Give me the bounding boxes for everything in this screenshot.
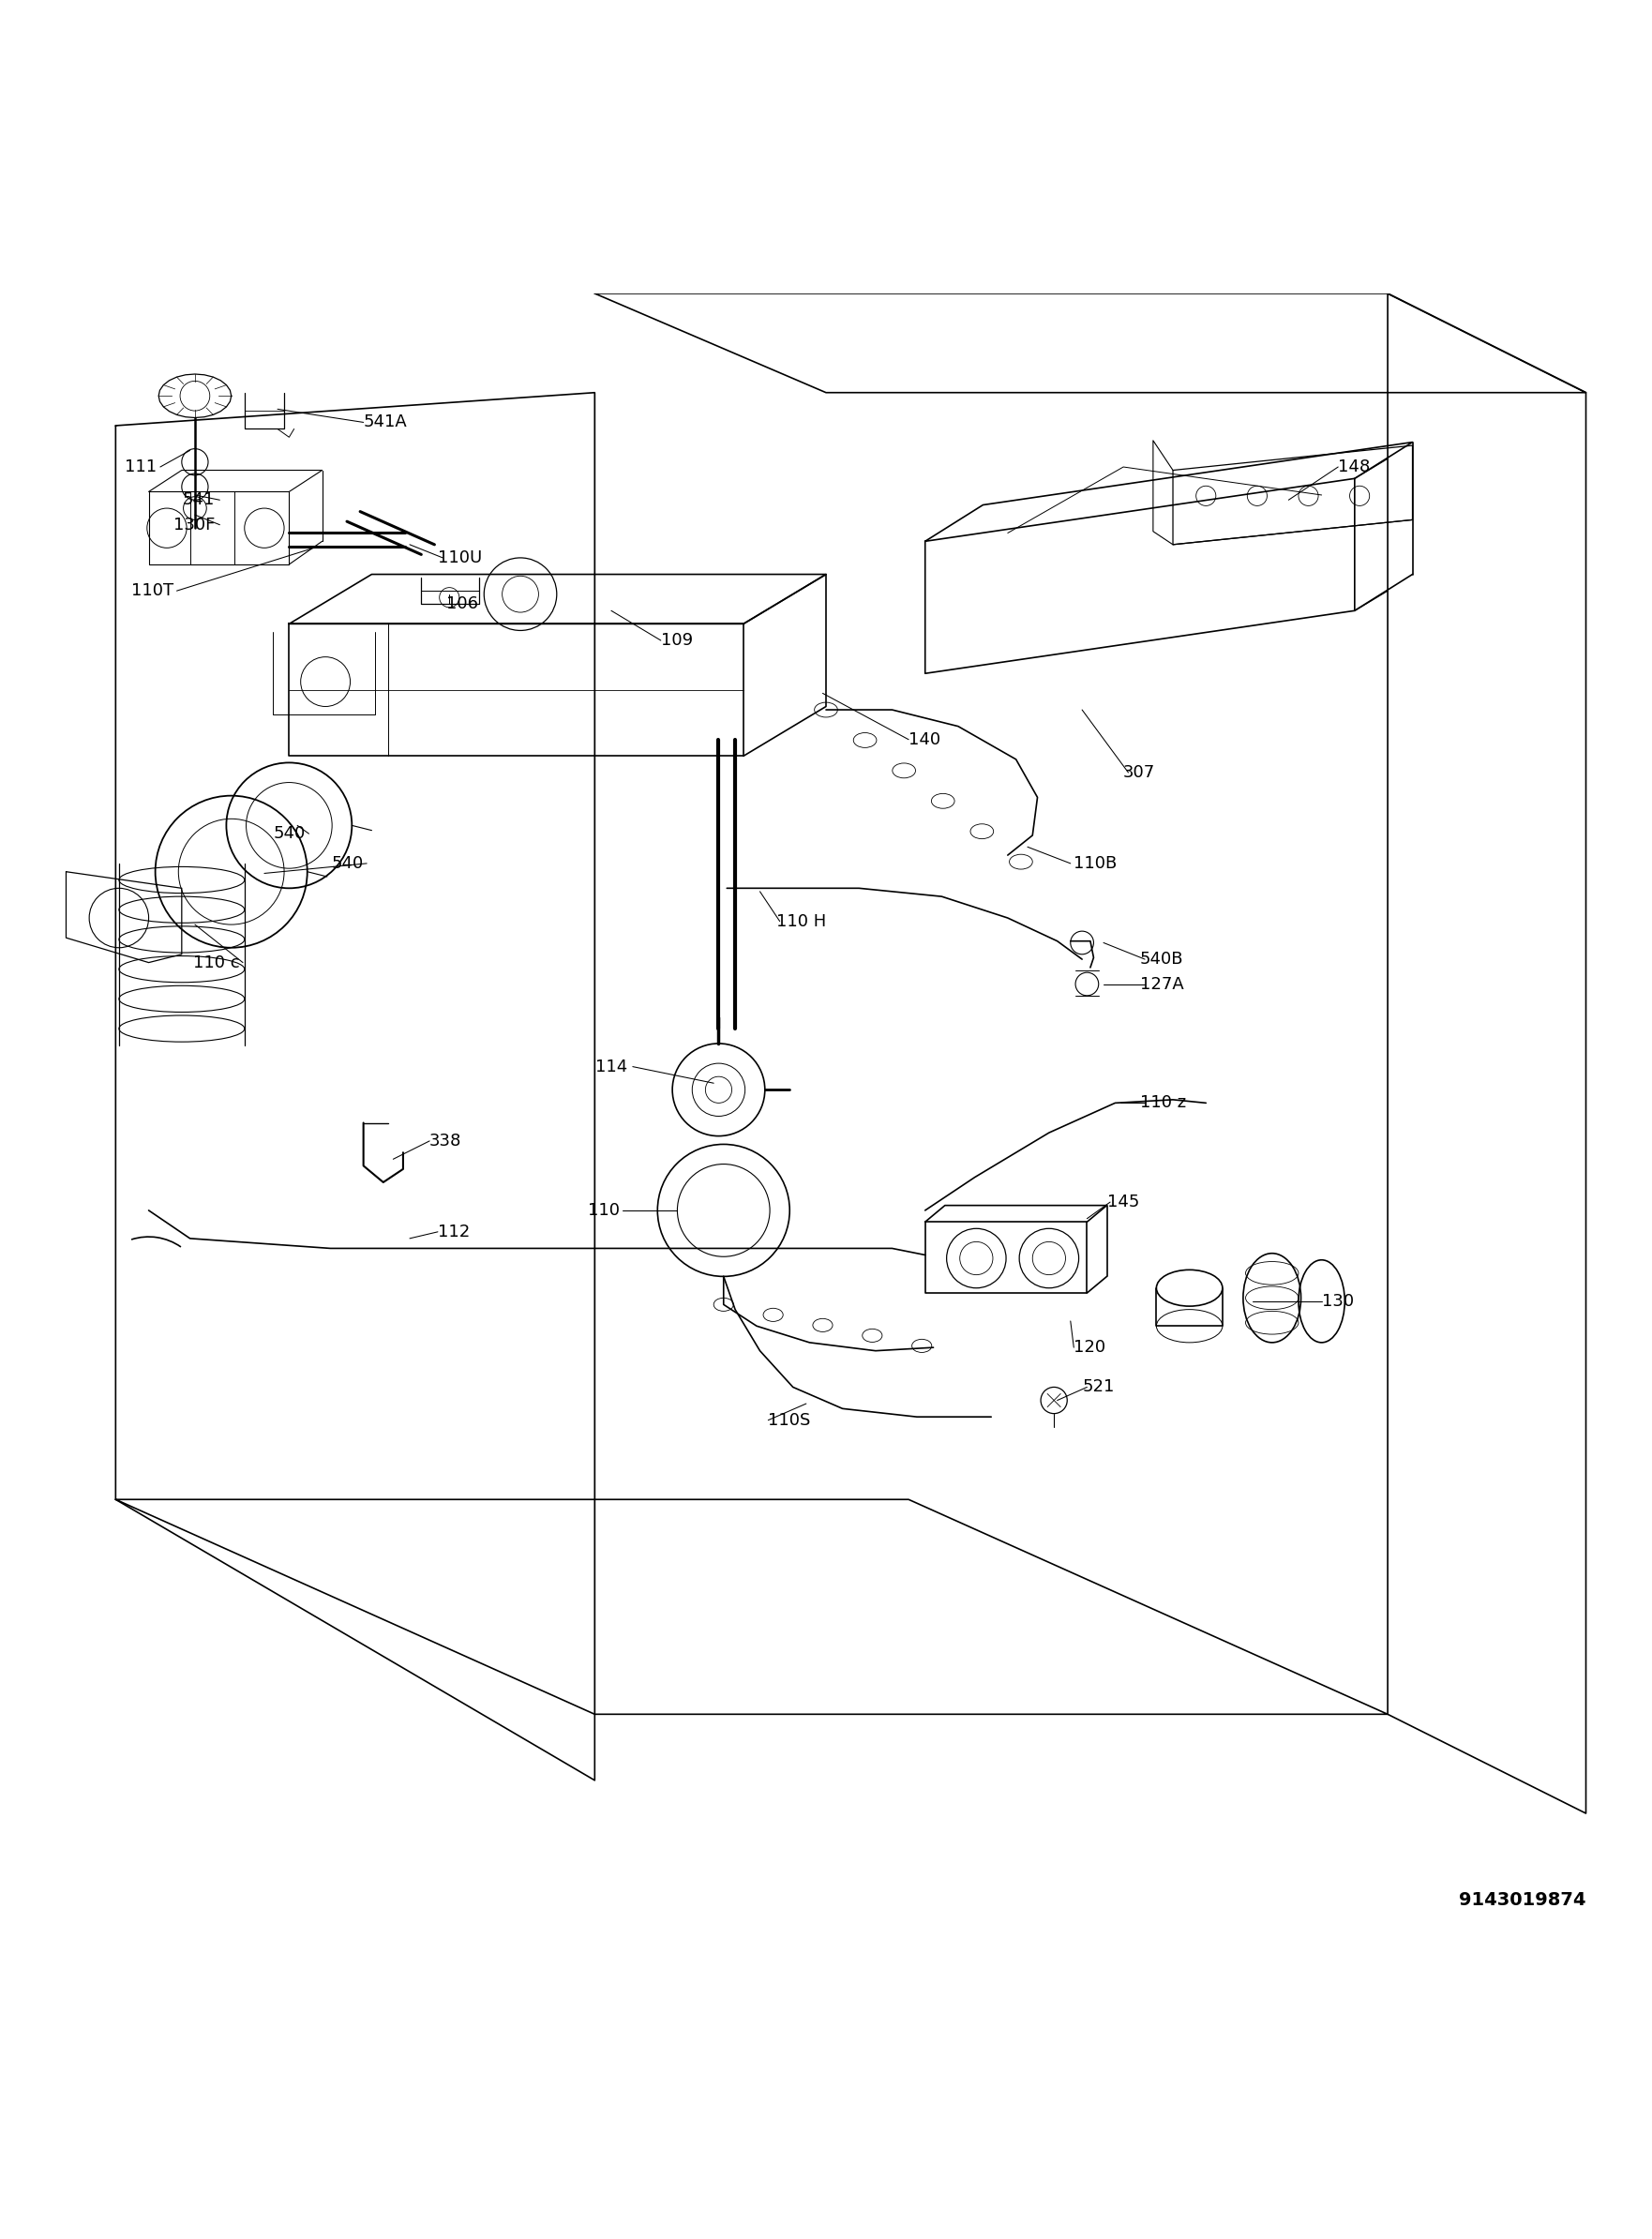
Text: 110: 110 [588,1202,620,1218]
Text: 110U: 110U [438,549,482,566]
Text: 140: 140 [909,732,940,748]
Text: 540: 540 [274,826,306,842]
Text: 110B: 110B [1074,855,1117,871]
Text: 9143019874: 9143019874 [1459,1892,1586,1910]
Text: 540B: 540B [1140,952,1183,967]
Text: 110 z: 110 z [1140,1095,1186,1111]
Text: 540: 540 [332,855,363,871]
Text: 338: 338 [430,1133,463,1149]
Text: 130F: 130F [173,517,215,533]
Text: 106: 106 [446,596,477,613]
Text: 521: 521 [1082,1379,1115,1395]
Text: 109: 109 [661,631,692,649]
Text: 110 c: 110 c [193,954,240,972]
Text: 114: 114 [596,1059,628,1075]
Text: 120: 120 [1074,1339,1105,1357]
Text: 111: 111 [126,459,157,475]
Text: 127A: 127A [1140,976,1184,992]
Text: 110S: 110S [768,1413,811,1428]
Text: 110 H: 110 H [776,914,826,929]
Text: 130: 130 [1322,1292,1353,1310]
Text: 112: 112 [438,1222,469,1240]
Text: 148: 148 [1338,459,1370,475]
Text: 307: 307 [1123,763,1155,781]
Text: 541A: 541A [363,414,408,430]
Text: 110T: 110T [131,582,173,600]
Text: 541: 541 [182,493,215,508]
Text: 145: 145 [1107,1193,1140,1211]
